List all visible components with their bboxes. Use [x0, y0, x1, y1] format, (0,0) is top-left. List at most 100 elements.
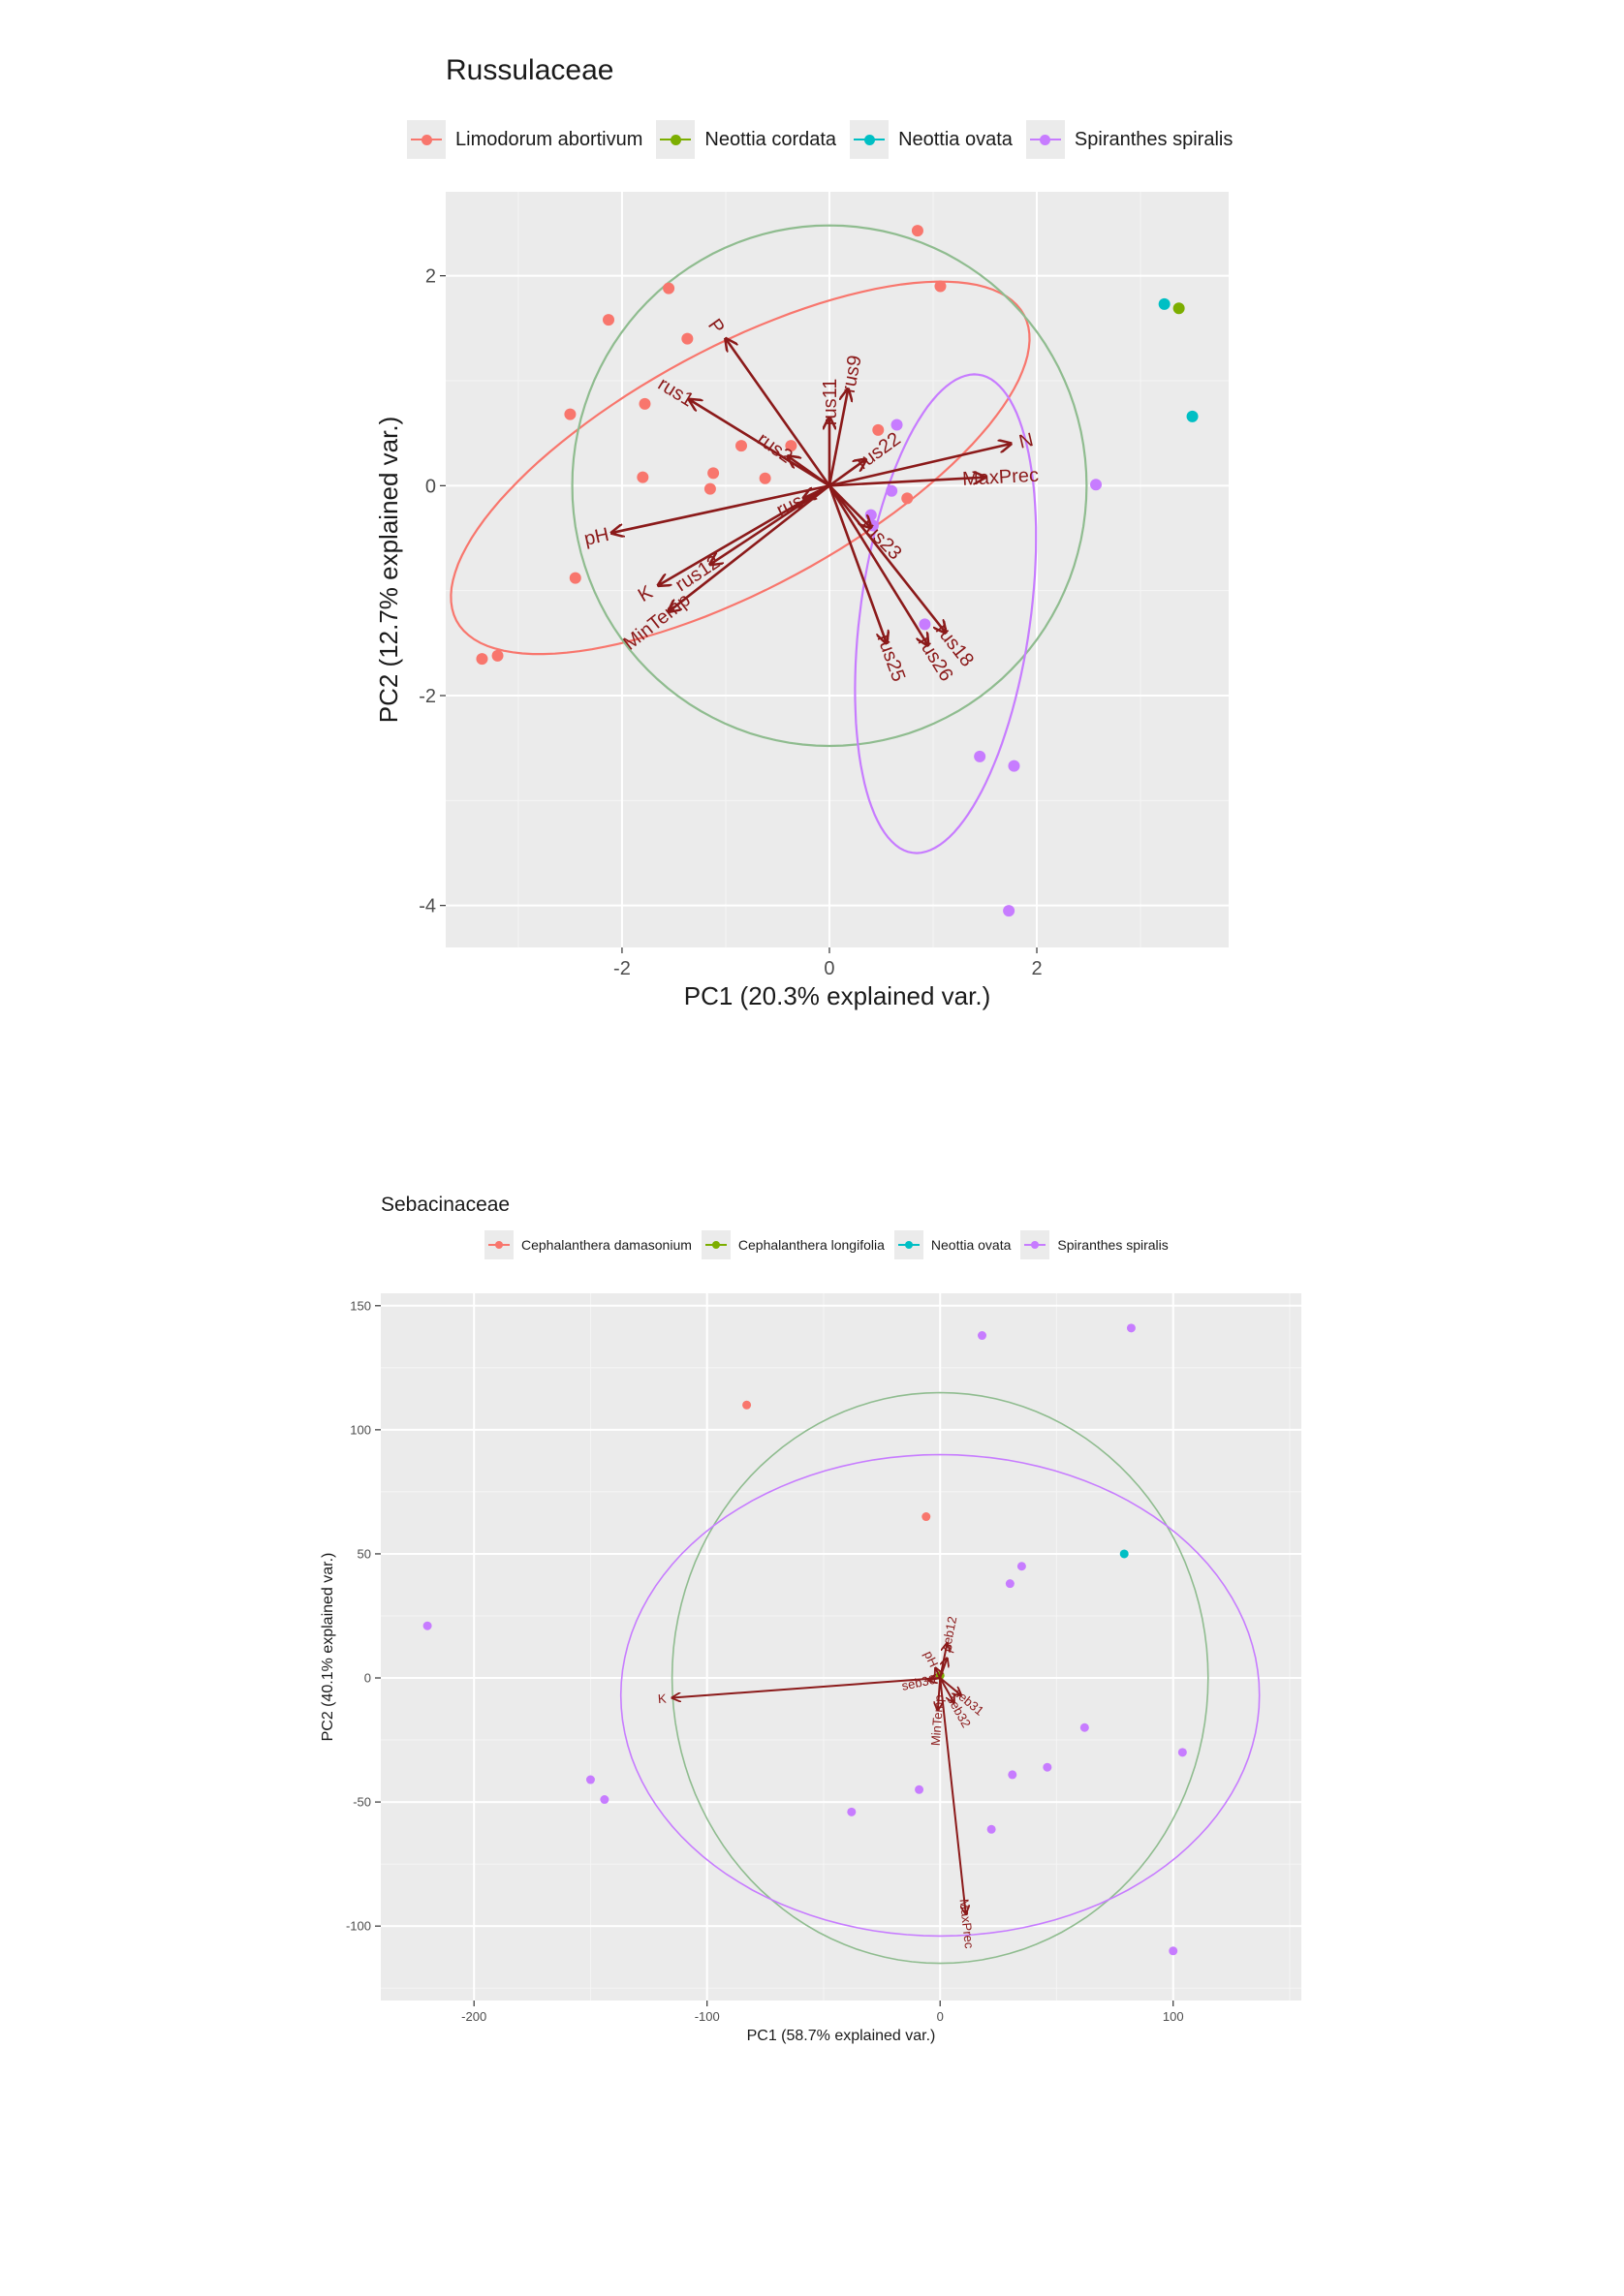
- loading-arrow: [939, 1677, 953, 1703]
- point-limodorum-abortivum: [564, 408, 577, 420]
- point-limodorum-abortivum: [707, 467, 720, 480]
- point-limodorum-abortivum: [911, 225, 923, 237]
- point-limodorum-abortivum: [681, 332, 694, 345]
- loading-arrow: [828, 444, 1011, 487]
- legend-label: Cephalanthera longifolia: [737, 1237, 885, 1253]
- point-spiranthes-spiralis: [422, 1621, 432, 1630]
- point-limodorum-abortivum: [703, 482, 716, 495]
- loading-label: MaxPrec: [962, 465, 1040, 490]
- loading-label: rus11: [820, 379, 841, 426]
- y-tick-label: -4: [419, 896, 436, 917]
- loading-arrow: [938, 1677, 940, 1710]
- loading-arrow: [669, 484, 830, 611]
- loading-arrow: [828, 459, 865, 487]
- legend-key: [850, 120, 890, 159]
- legend-label: Spiranthes spiralis: [1057, 1237, 1169, 1253]
- loading-arrow: [710, 484, 830, 564]
- point-limodorum-abortivum: [603, 314, 615, 326]
- point-limodorum-abortivum: [476, 653, 488, 666]
- legend-key: [656, 120, 696, 159]
- legend-key: [407, 120, 446, 159]
- loading-label: K: [657, 1691, 667, 1707]
- y-tick-label: 2: [425, 266, 436, 288]
- point-spiranthes-spiralis: [1126, 1323, 1136, 1333]
- loading-label: N: [1017, 429, 1036, 453]
- legend-label: Cephalanthera damasonium: [521, 1237, 692, 1253]
- plot-panel: [446, 192, 1229, 947]
- point-spiranthes-spiralis: [915, 1784, 924, 1794]
- loading-arrow: [689, 400, 830, 487]
- legend-item: Limodorum abortivum: [407, 120, 642, 159]
- point-limodorum-abortivum: [785, 440, 797, 452]
- point-cephalanthera-damasonium: [742, 1400, 752, 1410]
- legend-key: [484, 1230, 514, 1259]
- point-limodorum-abortivum: [759, 472, 771, 484]
- chart-title: Russulaceae: [446, 54, 614, 86]
- y-tick-label: 100: [350, 1422, 371, 1437]
- point-spiranthes-spiralis: [890, 419, 903, 431]
- y-tick-label: -100: [346, 1919, 371, 1934]
- x-tick-label: -100: [695, 2009, 720, 2024]
- point-spiranthes-spiralis: [1079, 1722, 1089, 1732]
- point-spiranthes-spiralis: [1008, 760, 1020, 772]
- loading-arrow: [828, 484, 928, 645]
- point-spiranthes-spiralis: [886, 484, 898, 497]
- point-spiranthes-spiralis: [986, 1824, 996, 1834]
- loading-arrow: [828, 389, 848, 486]
- ellipse-limodorum-abortivum: [450, 280, 1031, 656]
- loading-label: MinTemp: [928, 1694, 947, 1747]
- legend-label: Neottia ovata: [898, 128, 1013, 150]
- legend-dot: [421, 134, 432, 145]
- loading-arrow: [828, 484, 887, 642]
- loading-arrow: [939, 1677, 961, 1695]
- point-spiranthes-spiralis: [1003, 905, 1015, 917]
- point-spiranthes-spiralis: [1016, 1562, 1026, 1571]
- point-limodorum-abortivum: [639, 397, 651, 410]
- loading-label: seb30: [900, 1672, 937, 1693]
- legend-item: Spiranthes spiralis: [1025, 120, 1233, 159]
- loading-arrow: [611, 484, 830, 533]
- y-tick-label: 0: [364, 1671, 371, 1686]
- y-tick-label: 0: [425, 476, 436, 497]
- point-neottia-ovata: [1186, 410, 1199, 422]
- x-tick-label: -200: [461, 2009, 486, 2024]
- loading-arrow: [928, 1678, 941, 1681]
- loading-label: pH: [582, 524, 611, 550]
- legend-key: [701, 1230, 731, 1259]
- y-tick-label: -2: [419, 686, 436, 707]
- legend-label: Neottia cordata: [704, 128, 837, 150]
- point-spiranthes-spiralis: [1008, 1770, 1017, 1780]
- legend-dot: [495, 1241, 503, 1249]
- loading-arrow: [935, 1668, 940, 1679]
- loading-label: MaxPrec: [957, 1898, 978, 1949]
- loading-label: seb12: [939, 1615, 960, 1652]
- sebacinaceae-figure: Sebacinaceae Cephalanthera damasonium Ce…: [0, 1143, 1624, 2209]
- legend-item: Spiranthes spiralis: [1020, 1230, 1169, 1259]
- point-limodorum-abortivum: [735, 440, 748, 452]
- legend: Cephalanthera damasonium Cephalanthera l…: [484, 1230, 1178, 1259]
- y-axis-title: PC2 (40.1% explained var.): [320, 1553, 336, 1742]
- point-neottia-ovata: [1158, 297, 1171, 310]
- legend-dot: [1040, 134, 1051, 145]
- loading-label: pH: [921, 1649, 942, 1669]
- legend-item: Neottia cordata: [656, 120, 836, 159]
- point-limodorum-abortivum: [637, 471, 649, 483]
- point-neottia-ovata: [1119, 1549, 1129, 1559]
- legend-key: [1020, 1230, 1050, 1259]
- loading-arrow: [939, 1677, 965, 1913]
- legend-item: Cephalanthera longifolia: [701, 1230, 885, 1259]
- x-axis-title: PC1 (20.3% explained var.): [684, 981, 991, 1010]
- point-spiranthes-spiralis: [978, 1331, 987, 1341]
- legend-dot: [863, 134, 875, 145]
- point-spiranthes-spiralis: [919, 618, 931, 631]
- point-limodorum-abortivum: [901, 492, 914, 505]
- legend-item: Cephalanthera damasonium: [484, 1230, 692, 1259]
- y-tick-label: 150: [350, 1298, 371, 1313]
- plot-panel: [381, 1293, 1301, 2001]
- russulaceae-figure: Russulaceae Limodorum abortivum Neottia …: [0, 0, 1624, 1143]
- loading-arrow: [726, 339, 831, 487]
- point-limodorum-abortivum: [569, 572, 581, 584]
- chart-title: Sebacinaceae: [381, 1194, 511, 1216]
